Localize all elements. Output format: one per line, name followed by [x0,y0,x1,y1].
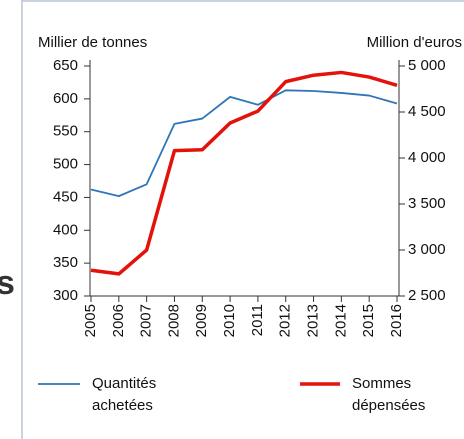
y-tick-label: 300 [53,287,78,304]
y2-tick-label: 4 000 [408,149,446,166]
x-tick-label: 2012 [277,304,294,337]
x-tick-label: 2014 [332,304,349,337]
y2-tick-label: 3 000 [408,241,446,258]
fragment-text: s [0,264,15,302]
series-line [90,70,398,276]
y-tick-label: 450 [53,188,78,205]
x-tick-label: 2015 [360,304,377,337]
x-tick-label: 2011 [249,304,266,336]
y-tick-label: 600 [53,90,78,107]
x-tick-label: 2007 [138,304,155,337]
x-tick-label: 2009 [193,304,210,337]
y-tick-label: 350 [53,254,78,271]
y-tick-label: 400 [53,221,78,238]
y-tick-label: 650 [53,57,78,74]
legend-label: Quantités achetées [92,375,157,414]
y2-tick-label: 4 500 [408,103,446,120]
x-tick-label: 2013 [305,304,322,337]
y2-tick-label: 2 500 [408,287,446,304]
y2-tick-label: 3 500 [408,195,446,212]
series-line [90,89,398,198]
x-tick-label: 2006 [110,304,127,337]
x-tick-label: 2016 [388,304,405,337]
legend-label: Sommes dépensées [352,375,426,414]
x-tick-label: 2010 [221,304,238,337]
x-tick-label: 2008 [165,304,182,337]
y-tick-label: 500 [53,156,78,173]
y2-tick-label: 5 000 [408,57,446,74]
y-axis-title: Millier de tonnes [38,34,147,51]
x-tick-label: 2005 [82,304,99,337]
y2-axis-title: Million d'euros [367,34,462,51]
y-tick-label: 550 [53,123,78,140]
